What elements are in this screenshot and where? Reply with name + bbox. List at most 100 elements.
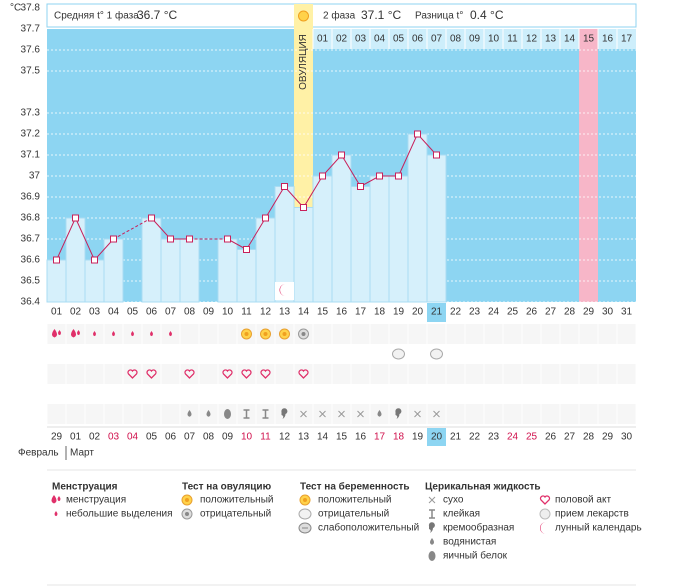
icon-2-2 bbox=[298, 522, 312, 534]
x-tick-label: 31 bbox=[621, 307, 633, 318]
drop bbox=[77, 330, 80, 336]
drop bbox=[206, 410, 211, 417]
x-tick-label: 03 bbox=[89, 307, 101, 318]
drop bbox=[51, 495, 57, 504]
header-value: 36.7 °C bbox=[137, 8, 177, 22]
icon-3-4 bbox=[428, 551, 436, 561]
h bbox=[298, 369, 309, 379]
date-label: 25 bbox=[526, 432, 538, 443]
icon-0-1 bbox=[93, 331, 96, 337]
phase2-day: 07 bbox=[431, 34, 443, 45]
i bbox=[262, 409, 269, 419]
legend-item: яичный белок bbox=[443, 550, 508, 562]
legend-title: Менструация bbox=[52, 482, 118, 493]
date-label: 29 bbox=[51, 432, 63, 443]
c bbox=[263, 332, 268, 336]
y-tick-label: 36.8 bbox=[21, 213, 41, 224]
ovulation-label: ОВУЛЯЦИЯ bbox=[298, 34, 309, 90]
x-tick-label: 19 bbox=[393, 307, 405, 318]
drop bbox=[169, 331, 172, 337]
date-label: 16 bbox=[355, 432, 367, 443]
y-tick-label: 37.2 bbox=[21, 129, 41, 140]
highlight-column bbox=[579, 29, 598, 302]
legend-title: Тест на беременность bbox=[300, 481, 410, 493]
i bbox=[429, 509, 435, 519]
legend-item: слабоположительный bbox=[318, 522, 419, 534]
point-marker bbox=[357, 183, 364, 190]
legend-item: отрицательный bbox=[200, 509, 271, 520]
x-tick-label: 29 bbox=[583, 307, 595, 318]
phase2-day: 14 bbox=[564, 34, 576, 45]
p bbox=[539, 508, 551, 520]
x-tick-label: 01 bbox=[51, 307, 63, 318]
drop bbox=[187, 410, 192, 417]
x-tick-label: 13 bbox=[279, 307, 291, 318]
x-tick-label: 18 bbox=[374, 307, 386, 318]
x-tick-label: 09 bbox=[203, 307, 215, 318]
y-tick-label: 36.9 bbox=[21, 192, 41, 203]
x bbox=[319, 410, 326, 418]
bar bbox=[236, 249, 257, 303]
sun-icon bbox=[298, 10, 309, 22]
icon-0-0 bbox=[52, 329, 61, 338]
date-label: 17 bbox=[374, 432, 386, 443]
icon-1-0 bbox=[279, 328, 290, 340]
icon-3-3 bbox=[377, 410, 382, 417]
header-box bbox=[46, 3, 637, 28]
y-tick-label: 36.5 bbox=[21, 276, 41, 287]
today-date-cell bbox=[427, 428, 446, 446]
y-tick-label: 37.1 bbox=[21, 150, 41, 161]
icon-3-0 bbox=[319, 410, 326, 418]
icon-1-1 bbox=[298, 328, 309, 340]
legend-title: Церикальная жидкость bbox=[425, 482, 541, 493]
icon-1-0 bbox=[241, 328, 252, 340]
phase2-day: 02 bbox=[336, 34, 348, 45]
point-marker bbox=[72, 214, 79, 222]
c bbox=[303, 498, 307, 502]
icon-3-1 bbox=[262, 409, 269, 419]
date-label: 26 bbox=[545, 432, 557, 443]
legend-item: сухо bbox=[443, 495, 464, 506]
temperature-line bbox=[227, 133, 437, 251]
icon-3-0 bbox=[428, 496, 436, 504]
x-tick-label: 14 bbox=[298, 307, 310, 318]
legend-item: кремообразная bbox=[443, 522, 514, 534]
icon-2-1 bbox=[392, 348, 405, 360]
i bbox=[243, 409, 250, 419]
x bbox=[338, 410, 345, 418]
icon-4-0 bbox=[241, 369, 252, 379]
phase2-day: 16 bbox=[602, 34, 614, 45]
month-label: Февраль bbox=[18, 448, 59, 459]
month-label: Март bbox=[70, 448, 94, 459]
c bbox=[244, 332, 249, 336]
y-unit: °C bbox=[10, 3, 21, 14]
icon-3-0 bbox=[300, 410, 307, 418]
header-label: Разница t° bbox=[415, 11, 463, 22]
x bbox=[300, 410, 307, 418]
bar bbox=[407, 133, 428, 303]
x-tick-label: 27 bbox=[545, 307, 557, 318]
x bbox=[433, 410, 440, 418]
bar bbox=[65, 217, 86, 303]
x-tick-label: 22 bbox=[450, 307, 462, 318]
icon-0-0 bbox=[51, 495, 61, 504]
date-label: 23 bbox=[488, 432, 500, 443]
legend-item: прием лекарств bbox=[555, 509, 629, 520]
point-marker bbox=[414, 130, 421, 138]
h bbox=[222, 369, 233, 379]
drop bbox=[430, 538, 434, 545]
drop bbox=[131, 331, 134, 337]
icon-1-0 bbox=[181, 494, 193, 506]
symbol-row bbox=[47, 344, 636, 364]
x bbox=[428, 496, 436, 504]
legend-item: положительный bbox=[318, 495, 391, 506]
bar bbox=[388, 175, 409, 303]
legend-item: клейкая bbox=[443, 509, 480, 520]
bar bbox=[331, 154, 352, 303]
icon-2-1 bbox=[430, 348, 443, 360]
icon-0-1 bbox=[131, 331, 134, 337]
date-label: 24 bbox=[507, 432, 519, 443]
h bbox=[260, 369, 271, 379]
bar bbox=[141, 217, 162, 303]
